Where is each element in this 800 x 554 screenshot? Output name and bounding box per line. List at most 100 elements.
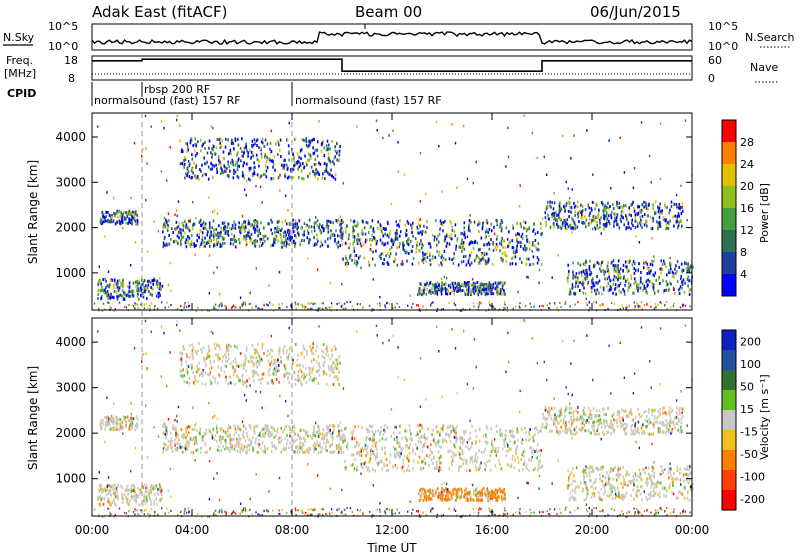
echo-cell — [188, 228, 190, 232]
echo-cell — [333, 233, 336, 237]
echo-cell — [521, 453, 524, 457]
echo-cell — [187, 440, 190, 444]
echo-cell — [605, 214, 607, 218]
echo-cell — [328, 425, 330, 429]
echo-cell — [190, 169, 193, 173]
echo-cell — [303, 230, 306, 234]
echo-cell — [244, 360, 246, 364]
echo-cell — [179, 374, 182, 378]
noise-cell — [225, 170, 227, 173]
echo-cell — [309, 172, 311, 176]
echo-cell — [301, 383, 303, 387]
echo-cell — [252, 364, 255, 368]
echo-cell — [206, 240, 209, 244]
noise-cell — [356, 125, 358, 128]
echo-cell — [471, 241, 474, 244]
echo-cell — [428, 290, 430, 294]
echo-cell — [663, 218, 665, 222]
echo-cell — [235, 239, 237, 243]
ground-cell — [187, 301, 190, 304]
echo-cell — [490, 222, 493, 226]
echo-cell — [358, 453, 361, 457]
echo-cell — [675, 271, 677, 275]
echo-cell — [107, 296, 109, 300]
echo-cell — [245, 145, 247, 149]
echo-cell — [107, 284, 109, 288]
echo-cell — [201, 438, 203, 442]
echo-cell — [274, 230, 276, 234]
echo-cell — [329, 445, 331, 449]
echo-cell — [162, 450, 164, 454]
echo-cell — [162, 225, 165, 229]
echo-cell — [450, 233, 453, 237]
echo-cell — [356, 260, 359, 264]
echo-cell — [678, 265, 681, 269]
ground-cell — [108, 301, 111, 304]
echo-cell — [303, 239, 305, 243]
echo-cell — [615, 216, 618, 220]
echo-cell — [283, 163, 285, 167]
echo-cell — [412, 257, 415, 261]
echo-cell — [436, 281, 439, 285]
echo-cell — [272, 165, 274, 169]
echo-cell — [573, 221, 576, 225]
echo-cell — [231, 238, 234, 242]
echo-cell — [203, 359, 205, 363]
echo-cell — [326, 438, 328, 442]
echo-cell — [226, 173, 229, 177]
echo-cell — [209, 244, 211, 248]
echo-cell — [411, 245, 414, 249]
echo-cell — [308, 141, 310, 145]
echo-cell — [524, 244, 526, 248]
echo-cell — [305, 140, 308, 144]
noise-cell — [392, 129, 394, 132]
noise-cell — [565, 300, 567, 303]
echo-cell — [612, 291, 614, 295]
echo-cell — [669, 264, 672, 268]
ground-cell — [301, 304, 304, 307]
ground-cell — [101, 309, 104, 312]
echo-cell — [453, 252, 455, 256]
echo-cell — [198, 367, 201, 371]
freq-tick-high: 18 — [64, 54, 78, 67]
echo-cell — [137, 486, 139, 490]
echo-cell — [180, 357, 183, 361]
echo-cell — [663, 289, 666, 292]
echo-cell — [549, 204, 551, 208]
ground-cell — [134, 302, 136, 305]
noise-cell — [456, 186, 458, 189]
echo-cell — [278, 219, 280, 223]
echo-cell — [446, 241, 448, 245]
echo-cell — [520, 241, 522, 245]
echo-cell — [101, 496, 103, 500]
echo-cell — [457, 287, 460, 291]
echo-cell — [558, 203, 560, 206]
echo-cell — [107, 210, 109, 214]
echo-cell — [452, 286, 455, 290]
echo-cell — [498, 281, 500, 285]
echo-cell — [110, 493, 112, 497]
echo-cell — [229, 169, 231, 173]
noise-cell — [146, 161, 149, 165]
echo-cell — [322, 229, 325, 233]
echo-cell — [193, 442, 196, 446]
echo-cell — [522, 219, 525, 223]
echo-cell — [477, 285, 480, 289]
echo-cell — [223, 169, 226, 173]
echo-cell — [339, 361, 341, 365]
echo-cell — [481, 227, 484, 231]
noise-cell — [208, 254, 211, 257]
ground-cell — [266, 303, 268, 306]
echo-cell — [221, 437, 223, 441]
echo-cell — [477, 248, 480, 252]
ground-cell — [263, 304, 265, 307]
echo-cell — [594, 227, 597, 231]
echo-cell — [272, 372, 275, 376]
echo-cell — [492, 292, 494, 296]
ground-cell — [195, 309, 198, 312]
echo-cell — [264, 164, 267, 168]
echo-cell — [372, 468, 374, 472]
echo-cell — [271, 381, 273, 385]
echo-cell — [325, 226, 328, 230]
echo-cell — [599, 221, 601, 225]
